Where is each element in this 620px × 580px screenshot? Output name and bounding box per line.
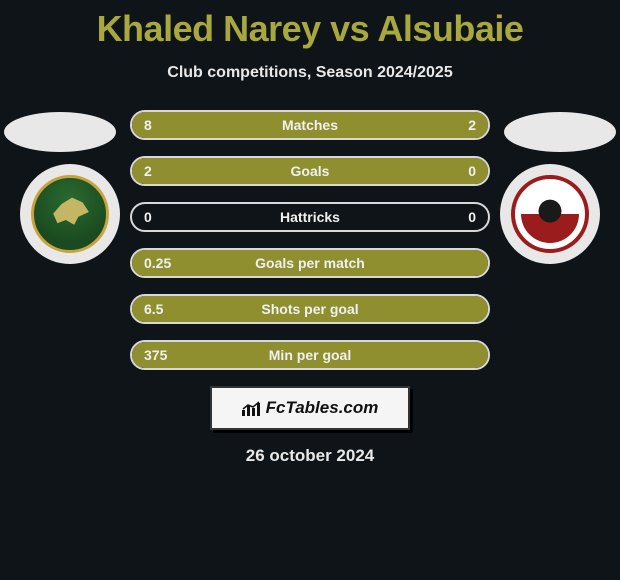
stat-label: Goals [291,163,330,179]
stat-value-left: 8 [144,117,152,133]
stat-row: 2 Goals 0 [130,156,490,186]
stat-bars: 8 Matches 2 2 Goals 0 0 Hattricks 0 0.25 Goals per… [130,110,490,370]
stat-row: 0.25 Goals per match [130,248,490,278]
stat-label: Hattricks [280,209,340,225]
brand-badge: FcTables.com [210,386,410,430]
team-right-badge-icon [511,175,589,253]
stat-row: 8 Matches 2 [130,110,490,140]
team-right-crest [500,164,600,264]
subtitle: Club competitions, Season 2024/2025 [0,64,620,82]
stat-label: Matches [282,117,338,133]
stat-value-left: 0.25 [144,255,171,271]
stat-value-right: 0 [468,209,476,225]
brand-chart-icon [242,400,262,416]
brand-text: FcTables.com [266,398,379,418]
stat-value-left: 2 [144,163,152,179]
stat-value-left: 375 [144,347,167,363]
stat-label: Goals per match [255,255,365,271]
stat-value-right: 0 [468,163,476,179]
stat-fill-right [417,112,488,138]
stat-row: 6.5 Shots per goal [130,294,490,324]
stat-value-left: 6.5 [144,301,163,317]
team-left-badge-icon [31,175,109,253]
date-label: 26 october 2024 [0,446,620,466]
page-title: Khaled Narey vs Alsubaie [0,0,620,50]
stat-value-right: 2 [468,117,476,133]
player-right-ellipse [504,112,616,152]
stat-label: Min per goal [269,347,351,363]
stat-row: 375 Min per goal [130,340,490,370]
comparison-panel: 8 Matches 2 2 Goals 0 0 Hattricks 0 0.25 Goals per… [0,110,620,466]
player-left-ellipse [4,112,116,152]
stat-fill-left [132,112,417,138]
stat-value-left: 0 [144,209,152,225]
team-left-crest [20,164,120,264]
stat-label: Shots per goal [261,301,358,317]
stat-row: 0 Hattricks 0 [130,202,490,232]
